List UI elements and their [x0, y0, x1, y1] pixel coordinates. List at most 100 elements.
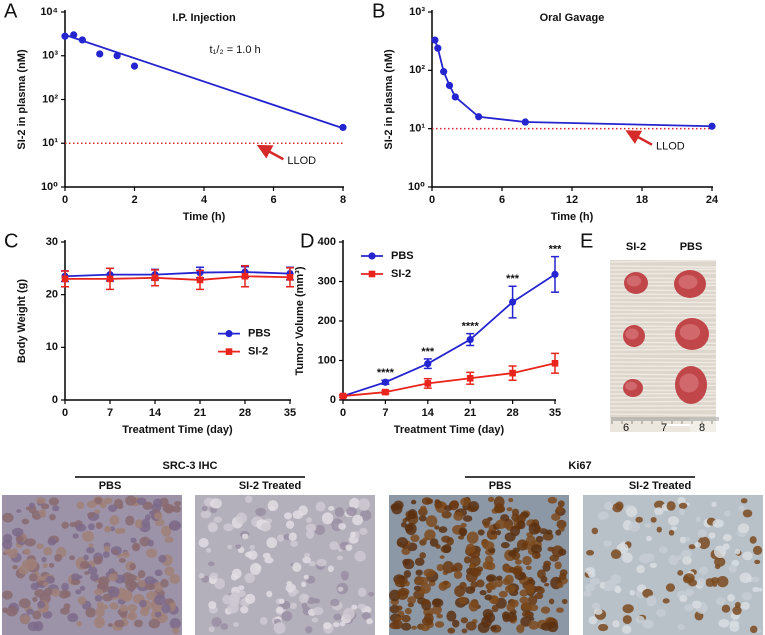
- photo-texture: [609, 268, 717, 271]
- cell-nucleus: [144, 583, 155, 591]
- cell-nucleus: [711, 577, 720, 584]
- cell-nucleus: [161, 603, 171, 614]
- cell-nucleus: [103, 497, 113, 505]
- cell-nucleus: [305, 529, 315, 539]
- series-line: [342, 362, 556, 397]
- cell-nucleus: [722, 534, 732, 542]
- cell-nucleus: [223, 523, 234, 532]
- y-tick-label: 0: [52, 394, 58, 406]
- cell-nucleus: [453, 562, 463, 572]
- cell-nucleus: [635, 516, 643, 523]
- cell-nucleus: [107, 623, 113, 628]
- cell-nucleus: [557, 500, 565, 508]
- cell-nucleus: [512, 567, 522, 576]
- cell-nucleus: [368, 591, 375, 597]
- cell-nucleus: [396, 589, 409, 601]
- cell-nucleus: [214, 578, 225, 590]
- cell-nucleus: [2, 590, 13, 600]
- x-tick-label: 21: [194, 407, 206, 419]
- cell-nucleus: [130, 537, 137, 544]
- data-point: [551, 270, 559, 278]
- cell-nucleus: [79, 560, 90, 570]
- cell-nucleus: [668, 529, 675, 536]
- photo-texture: [609, 413, 717, 417]
- cell-nucleus: [559, 573, 567, 580]
- cell-nucleus: [521, 542, 528, 547]
- cell-nucleus: [477, 529, 485, 536]
- cell-nucleus: [642, 619, 654, 629]
- x-tick-label: 24: [706, 194, 719, 206]
- cell-nucleus: [98, 578, 109, 590]
- cell-nucleus: [90, 573, 99, 582]
- cell-nucleus: [547, 496, 558, 504]
- cell-nucleus: [482, 541, 495, 550]
- cell-nucleus: [210, 498, 222, 509]
- x-tick-label: 6: [499, 194, 505, 206]
- cell-nucleus: [95, 606, 105, 618]
- cell-nucleus: [350, 531, 356, 538]
- x-axis-title: Time (h): [183, 211, 226, 223]
- cell-nucleus: [583, 590, 592, 597]
- cell-nucleus: [154, 569, 163, 577]
- cell-nucleus: [312, 607, 324, 615]
- cell-nucleus: [698, 566, 708, 575]
- cell-nucleus: [61, 521, 69, 529]
- group-title: Ki67: [568, 460, 591, 472]
- cell-nucleus: [556, 607, 564, 613]
- cell-nucleus: [525, 565, 532, 571]
- series-line: [342, 273, 556, 397]
- cell-nucleus: [547, 546, 555, 552]
- cell-nucleus: [395, 605, 403, 611]
- data-point: [113, 52, 121, 60]
- cell-nucleus: [537, 569, 546, 579]
- cell-nucleus: [345, 544, 353, 551]
- cell-nucleus: [491, 604, 499, 613]
- reference-label: LLOD: [656, 141, 685, 153]
- cell-nucleus: [593, 608, 603, 615]
- cell-nucleus: [558, 548, 567, 556]
- cell-nucleus: [414, 557, 425, 566]
- cell-nucleus: [148, 618, 161, 629]
- cell-nucleus: [24, 538, 36, 547]
- cell-nucleus: [612, 620, 620, 628]
- cell-nucleus: [465, 571, 478, 583]
- cell-nucleus: [544, 582, 550, 587]
- cell-nucleus: [86, 546, 95, 554]
- data-point: [381, 378, 389, 386]
- cell-nucleus: [646, 595, 657, 607]
- cell-nucleus: [751, 576, 760, 583]
- data-point: [708, 122, 716, 130]
- cell-nucleus: [598, 623, 609, 632]
- cell-nucleus: [27, 621, 39, 632]
- cell-nucleus: [635, 615, 645, 624]
- data-point: [434, 44, 442, 52]
- cell-nucleus: [54, 553, 63, 562]
- cell-nucleus: [26, 608, 34, 615]
- cell-nucleus: [415, 569, 423, 576]
- data-point: [424, 380, 432, 387]
- cell-nucleus: [534, 592, 544, 600]
- cell-nucleus: [72, 533, 79, 539]
- cell-nucleus: [688, 544, 696, 550]
- cell-nucleus: [708, 532, 716, 539]
- cell-nucleus: [114, 528, 123, 535]
- cell-nucleus: [591, 602, 601, 610]
- legend-label: PBS: [248, 328, 271, 340]
- cell-nucleus: [495, 519, 507, 529]
- cell-nucleus: [332, 622, 340, 628]
- cell-nucleus: [346, 507, 358, 517]
- legend-label: PBS: [391, 250, 414, 262]
- cell-nucleus: [102, 551, 110, 558]
- y-tick-label: 200: [318, 315, 336, 327]
- cell-nucleus: [211, 617, 222, 627]
- cell-nucleus: [449, 500, 460, 509]
- cell-nucleus: [551, 513, 561, 521]
- cell-nucleus: [289, 602, 297, 610]
- cell-nucleus: [40, 512, 47, 518]
- cell-nucleus: [622, 615, 632, 625]
- x-tick-label: 0: [62, 407, 68, 419]
- data-point: [196, 276, 204, 284]
- cell-nucleus: [668, 516, 679, 526]
- cell-nucleus: [292, 589, 299, 595]
- cell-nucleus: [410, 499, 417, 505]
